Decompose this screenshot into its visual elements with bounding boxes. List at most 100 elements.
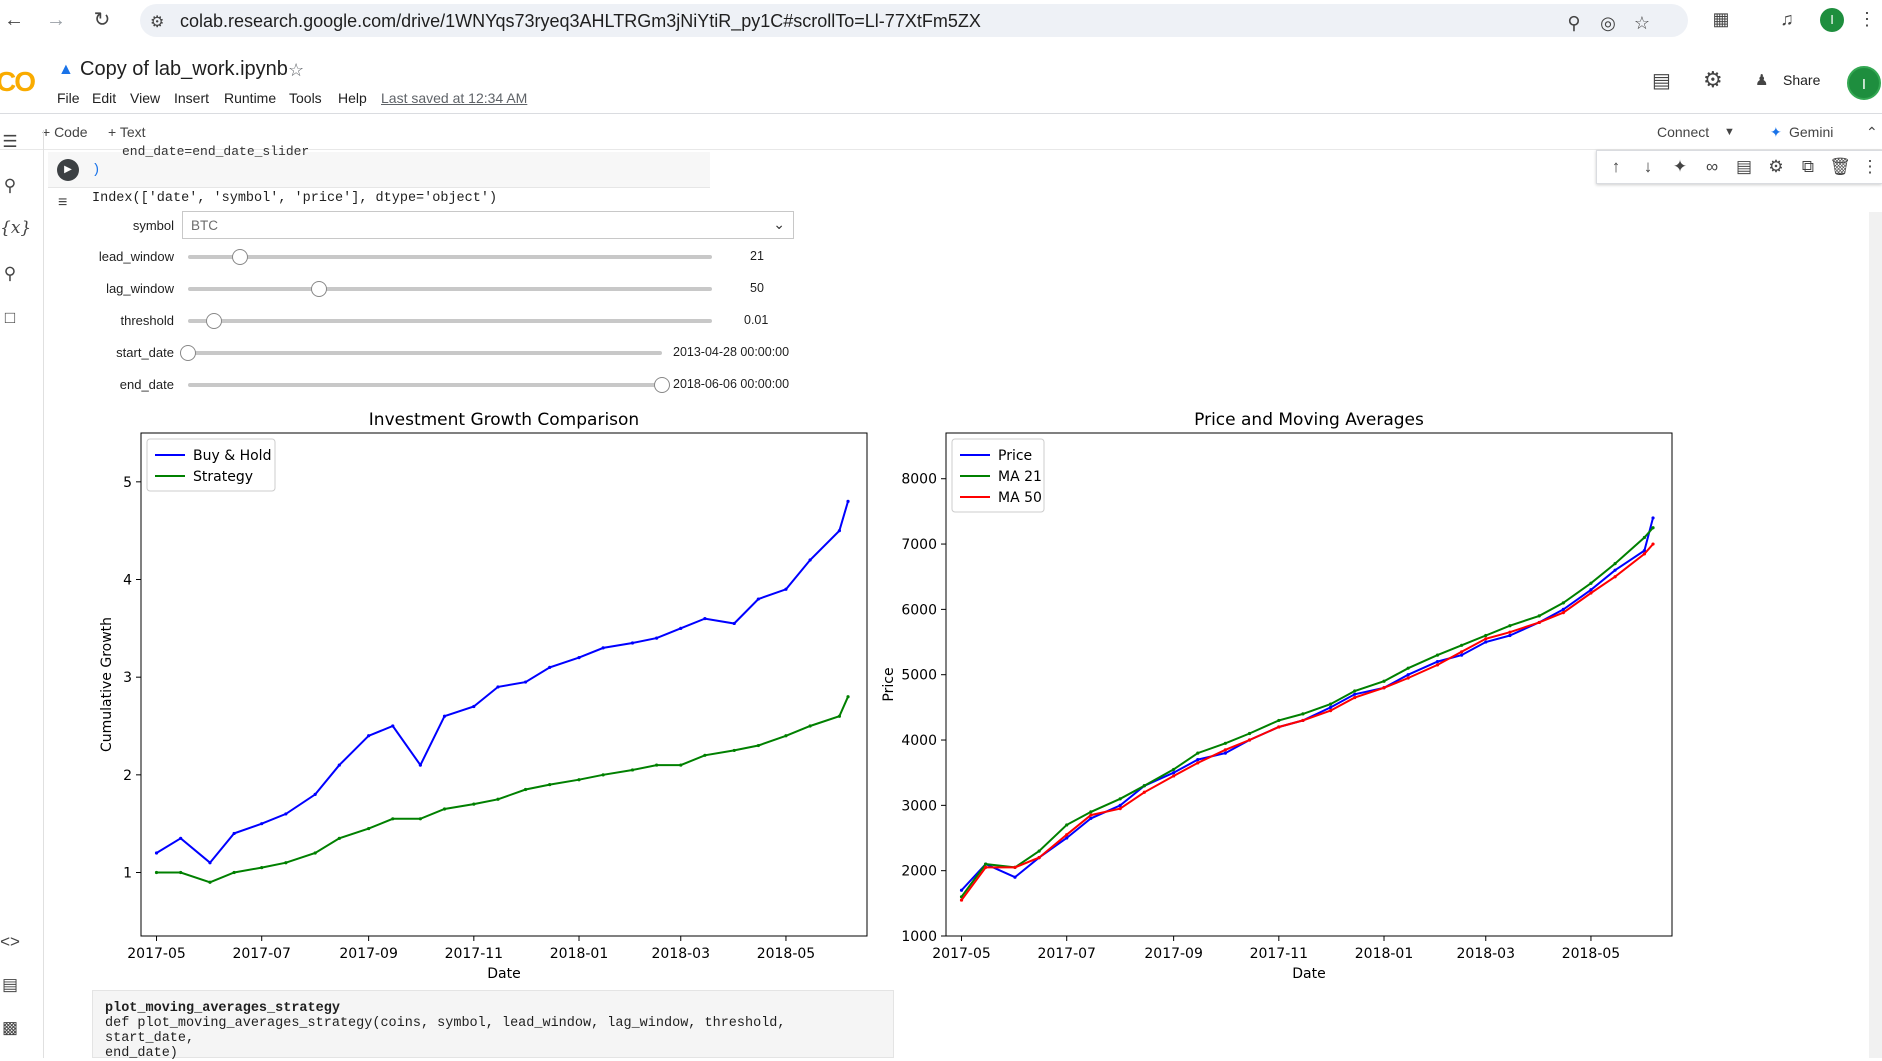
- threshold-handle[interactable]: [206, 313, 223, 329]
- price-data-point: [1460, 653, 1464, 657]
- colab-logo[interactable]: CO: [0, 66, 36, 97]
- price-data-point: [1065, 833, 1069, 837]
- code-snippets-icon[interactable]: <>: [0, 932, 20, 951]
- site-info-icon[interactable]: ⚙: [150, 14, 165, 31]
- growth-legend-label: Buy & Hold: [193, 448, 271, 464]
- lead-window-handle[interactable]: [232, 249, 249, 265]
- mirror-cell-icon[interactable]: ⧉: [1801, 157, 1815, 176]
- back-icon[interactable]: ←: [4, 9, 24, 31]
- price-x-tick-label: 2017-09: [1144, 946, 1203, 962]
- symbol-dropdown[interactable]: BTC ⌄: [182, 211, 794, 239]
- secrets-key-icon[interactable]: ⚲: [3, 264, 17, 283]
- start-date-slider[interactable]: [188, 351, 662, 355]
- start-date-handle[interactable]: [180, 345, 196, 361]
- eye-off-icon[interactable]: ◎: [1600, 13, 1616, 33]
- growth-data-point: [756, 597, 760, 601]
- price-data-point: [1089, 816, 1093, 821]
- end-date-label: end_date: [119, 377, 174, 392]
- notebook-title[interactable]: Copy of lab_work.ipynb: [80, 58, 288, 80]
- files-folder-icon[interactable]: □: [4, 308, 16, 327]
- menu-tools[interactable]: Tools: [289, 90, 322, 106]
- connect-button[interactable]: Connect: [1657, 124, 1710, 140]
- growth-plot-area: [140, 432, 868, 937]
- growth-data-point: [601, 646, 605, 650]
- menu-edit[interactable]: Edit: [92, 90, 117, 106]
- price-data-point: [1435, 663, 1440, 667]
- price-data-point: [1508, 624, 1512, 628]
- lag-window-slider[interactable]: [188, 287, 712, 291]
- bookmark-star-icon[interactable]: ☆: [1633, 13, 1651, 33]
- comments-icon[interactable]: ▤: [1652, 70, 1671, 92]
- reload-icon[interactable]: ↻: [93, 9, 111, 31]
- menu-view[interactable]: View: [130, 90, 161, 106]
- browser-menu-icon[interactable]: ⋮: [1858, 9, 1876, 29]
- connect-dropdown-icon[interactable]: ▼: [1724, 126, 1735, 138]
- symbol-value: BTC: [191, 218, 218, 233]
- growth-data-point: [523, 680, 528, 684]
- last-saved-link[interactable]: Last saved at 12:34 AM: [381, 90, 528, 106]
- growth-data-point: [313, 792, 317, 796]
- share-button[interactable]: Share: [1783, 72, 1821, 88]
- add-text-button[interactable]: + Text: [108, 124, 146, 140]
- code-cell-editor[interactable]: end_date=end_date_slider ): [48, 144, 710, 188]
- price-data-point: [1435, 660, 1440, 664]
- growth-data-point: [472, 802, 476, 806]
- add-code-button[interactable]: + Code: [42, 124, 88, 140]
- price-data-point: [1172, 767, 1176, 772]
- address-bar[interactable]: ⚙ colab.research.google.com/drive/1WNYqs…: [140, 4, 1688, 37]
- end-date-slider[interactable]: [188, 383, 662, 387]
- gemini-button[interactable]: Gemini: [1789, 124, 1834, 140]
- menu-runtime[interactable]: Runtime: [224, 90, 277, 106]
- move-up-icon[interactable]: ↑: [1611, 157, 1621, 176]
- menu-insert[interactable]: Insert: [174, 90, 210, 106]
- forward-icon[interactable]: →: [46, 9, 66, 31]
- move-down-icon[interactable]: ↓: [1643, 157, 1653, 176]
- growth-y-tick-label: 3: [123, 670, 132, 686]
- threshold-slider[interactable]: [188, 319, 712, 323]
- settings-gear-icon[interactable]: ⚙: [1703, 67, 1723, 92]
- price-y-tick-label: 8000: [901, 472, 937, 488]
- more-options-icon[interactable]: ⋮: [1861, 157, 1879, 176]
- table-of-contents-icon[interactable]: ☰: [2, 132, 18, 151]
- browser-profile-avatar[interactable]: I: [1820, 8, 1844, 32]
- price-data-point: [1301, 718, 1305, 723]
- delete-icon[interactable]: 🗑: [1829, 157, 1851, 176]
- media-icon[interactable]: ♫: [1780, 9, 1794, 29]
- menu-file[interactable]: File: [57, 90, 80, 106]
- terminal-icon[interactable]: ▩: [1, 1018, 19, 1037]
- growth-data-point: [284, 812, 288, 816]
- growth-data-point: [418, 763, 422, 767]
- end-date-handle[interactable]: [654, 377, 670, 393]
- growth-data-point: [442, 807, 447, 811]
- growth-data-point: [337, 836, 341, 840]
- price-data-point: [1013, 875, 1017, 879]
- cell-settings-icon[interactable]: ⚙: [1768, 157, 1784, 176]
- lag-window-label: lag_window: [106, 281, 174, 296]
- collapse-header-icon[interactable]: ⌃: [1866, 124, 1878, 140]
- growth-x-tick-label: 2018-03: [652, 946, 711, 962]
- command-palette-icon[interactable]: ▤: [1, 975, 19, 994]
- price-data-point: [1435, 653, 1440, 657]
- price-data-point: [1328, 702, 1333, 706]
- growth-data-point: [337, 763, 341, 767]
- comment-icon[interactable]: ▤: [1735, 157, 1753, 176]
- star-icon[interactable]: ☆: [288, 60, 305, 80]
- menu-help[interactable]: Help: [338, 90, 367, 106]
- price-y-tick-label: 7000: [901, 537, 937, 553]
- extensions-icon[interactable]: ▦: [1712, 9, 1730, 29]
- gemini-cell-icon[interactable]: ✦: [1672, 157, 1688, 176]
- price-data-point: [1065, 836, 1069, 840]
- price-data-point: [1613, 562, 1617, 566]
- lag-window-handle[interactable]: [311, 281, 327, 297]
- scrollbar[interactable]: [1869, 212, 1882, 1058]
- price-data-point: [1642, 548, 1647, 553]
- zoom-icon[interactable]: ⚲: [1567, 13, 1581, 33]
- lead-window-slider[interactable]: [188, 255, 712, 259]
- user-avatar[interactable]: I: [1847, 66, 1881, 100]
- variables-icon[interactable]: {x}: [0, 218, 32, 238]
- link-icon[interactable]: ∞: [1705, 157, 1719, 176]
- search-icon[interactable]: ⚲: [3, 176, 17, 195]
- price-data-point: [1382, 679, 1386, 683]
- output-toggle-icon[interactable]: ≡: [58, 194, 68, 211]
- run-cell-button[interactable]: ▶: [57, 159, 79, 181]
